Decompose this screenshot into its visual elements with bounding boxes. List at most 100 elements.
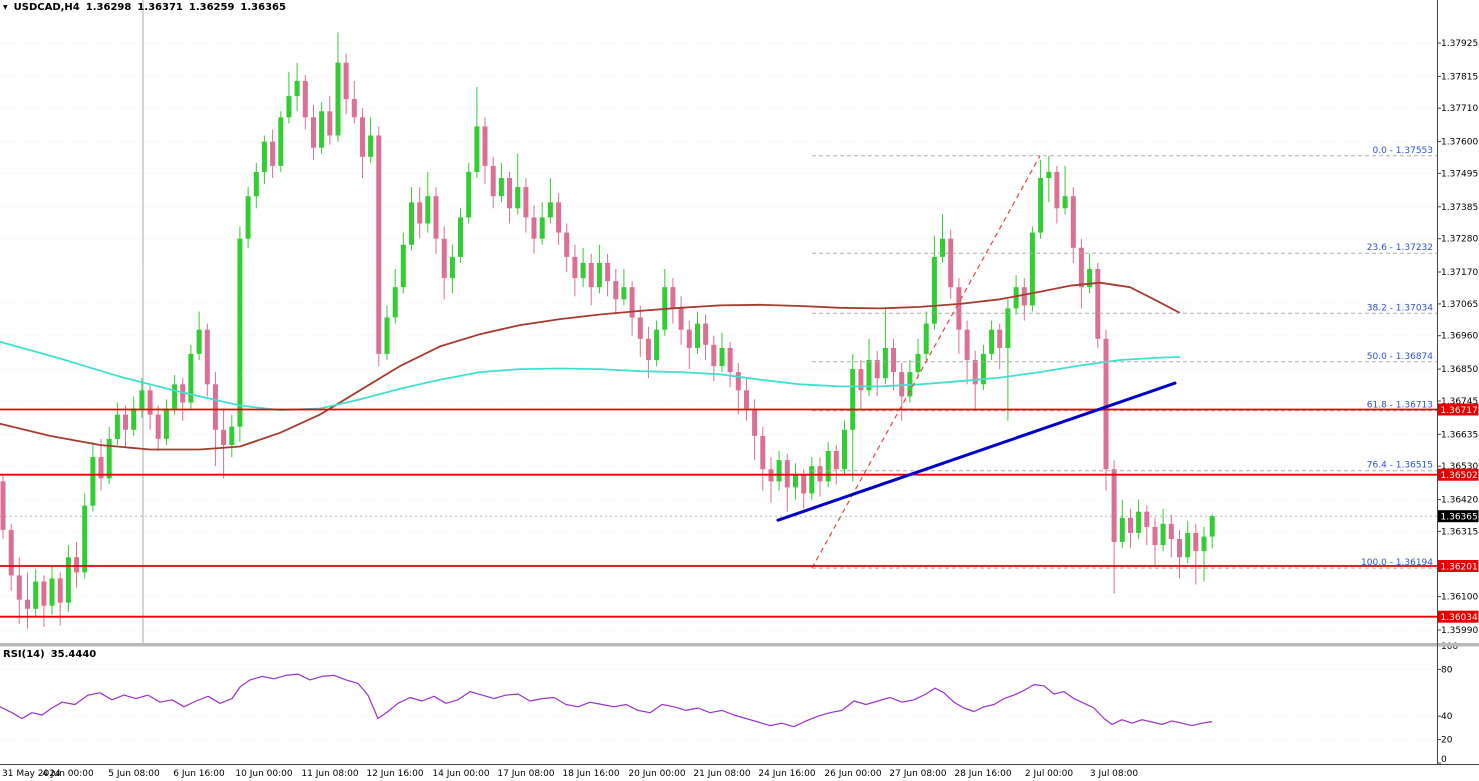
time-axis-label: 10 Jun 00:00 (235, 769, 292, 779)
candle-body (923, 323, 929, 354)
candle-body (82, 505, 88, 573)
candle-body (1136, 511, 1142, 533)
candle-body (98, 457, 104, 479)
candle-body (1038, 178, 1044, 233)
candle-body (801, 475, 807, 494)
candle-body (155, 414, 161, 439)
ohlc-open-value: 1.36298 (85, 2, 132, 13)
candle-body (1095, 269, 1101, 339)
panel-splitter[interactable] (0, 643, 1479, 647)
candle-body (335, 62, 341, 136)
candle-body (106, 438, 112, 479)
price-axis-label: 1.35990 (1441, 626, 1478, 636)
candle-body (1062, 196, 1068, 209)
candle-body (237, 238, 243, 427)
candle-body (1029, 232, 1035, 306)
time-axis-label: 31 May 2024 (2, 769, 61, 779)
candle-body (441, 238, 447, 279)
candle-body (776, 460, 782, 482)
rsi-axis-label: 20 (1441, 736, 1453, 746)
candle-body (25, 599, 30, 609)
candle-body (596, 262, 602, 288)
candle-body (637, 317, 643, 339)
candle-body (1054, 171, 1060, 209)
candle-body (245, 196, 251, 239)
candle-body (858, 369, 864, 391)
candle-body (727, 347, 733, 373)
candle-body (49, 578, 55, 606)
time-axis-label: 17 Jun 08:00 (497, 769, 554, 779)
price-axis-label: 1.36530 (1441, 462, 1478, 472)
candle-body (482, 126, 488, 166)
current-price-badge (1437, 510, 1479, 523)
candle-body (474, 126, 480, 172)
candle-body (531, 217, 537, 239)
horizontal-level-lines[interactable] (0, 408, 1437, 618)
candle-body (376, 135, 382, 354)
fib-level-label: 76.4 - 1.36515 (1367, 461, 1433, 471)
candle-body (842, 429, 847, 470)
ohlc-low-value: 1.36259 (188, 2, 235, 13)
rsi-name-label: RSI(14) (3, 649, 45, 660)
price-axis-label: 1.37280 (1441, 235, 1478, 245)
candle-body (547, 202, 553, 218)
price-axis-label: 1.36745 (1441, 397, 1478, 407)
candle-body (645, 338, 651, 360)
candle-body (270, 141, 276, 166)
candle-body (90, 457, 96, 506)
candle-body (605, 262, 611, 282)
price-axis-label: 1.37385 (1441, 203, 1478, 213)
time-axis-label: 6 Jun 16:00 (173, 769, 225, 779)
trendline-blue[interactable] (776, 381, 1177, 522)
candle-body (629, 287, 635, 318)
candle-body (678, 308, 684, 330)
price-axis[interactable]: 1.37925 1.37815 1.37710 1.37600 1.37495 1.373… (1437, 39, 1478, 636)
rsi-line (0, 673, 1213, 728)
candle-body (16, 575, 22, 600)
candle-body (654, 329, 660, 360)
candle-body (1201, 536, 1207, 552)
fib-trendline[interactable] (811, 155, 1041, 569)
fib-level-label: 0.0 - 1.37553 (1373, 146, 1434, 156)
candle-body (719, 347, 725, 367)
candle-body (114, 414, 120, 439)
candle-body (229, 426, 235, 445)
time-axis-label: 28 Jun 16:00 (954, 769, 1011, 779)
time-axis-label: 20 Jun 00:00 (628, 769, 685, 779)
candle-body (0, 481, 6, 530)
candle-body (261, 141, 267, 172)
candle-body (139, 390, 145, 409)
price-axis-badges: 1.36717 1.36502 1.36201 1.36034 1.36365 (1437, 403, 1479, 623)
symbol-marker-icon: ▼ (3, 3, 8, 11)
fib-level-label: 100.0 - 1.36194 (1361, 558, 1433, 568)
candle-body (1160, 523, 1166, 546)
candle-body (1046, 171, 1052, 178)
candle-body (188, 353, 194, 403)
chart-frame (0, 0, 1479, 765)
time-axis-label: 24 Jun 16:00 (758, 769, 815, 779)
price-level-badge-text: 1.36502 (1441, 471, 1478, 481)
candle-body (384, 317, 390, 354)
fibonacci-retracement[interactable]: 0.0 - 1.37553 23.6 - 1.37232 38.2 - 1.3703… (811, 146, 1437, 569)
candle-body (302, 80, 308, 118)
candle-body (899, 372, 905, 397)
candle-body (1185, 532, 1191, 558)
price-axis-label: 1.37815 (1441, 72, 1478, 82)
candle-body (588, 262, 594, 288)
candle-body (670, 287, 676, 309)
fib-level-label: 50.0 - 1.36874 (1367, 352, 1433, 362)
fib-level-label: 61.8 - 1.36713 (1367, 401, 1433, 411)
rsi-panel[interactable]: 100 80 40 20 0 (0, 642, 1458, 765)
price-axis-label: 1.37065 (1441, 300, 1478, 310)
ohlc-high-value: 1.36371 (137, 2, 183, 13)
candle-body (744, 390, 749, 409)
ma-fast-line (0, 340, 1181, 412)
candle-body (1021, 287, 1027, 306)
candle-body (400, 244, 406, 288)
candle-body (163, 408, 169, 439)
candle-body (74, 557, 79, 573)
rsi-axis-label: 0 (1441, 755, 1447, 765)
